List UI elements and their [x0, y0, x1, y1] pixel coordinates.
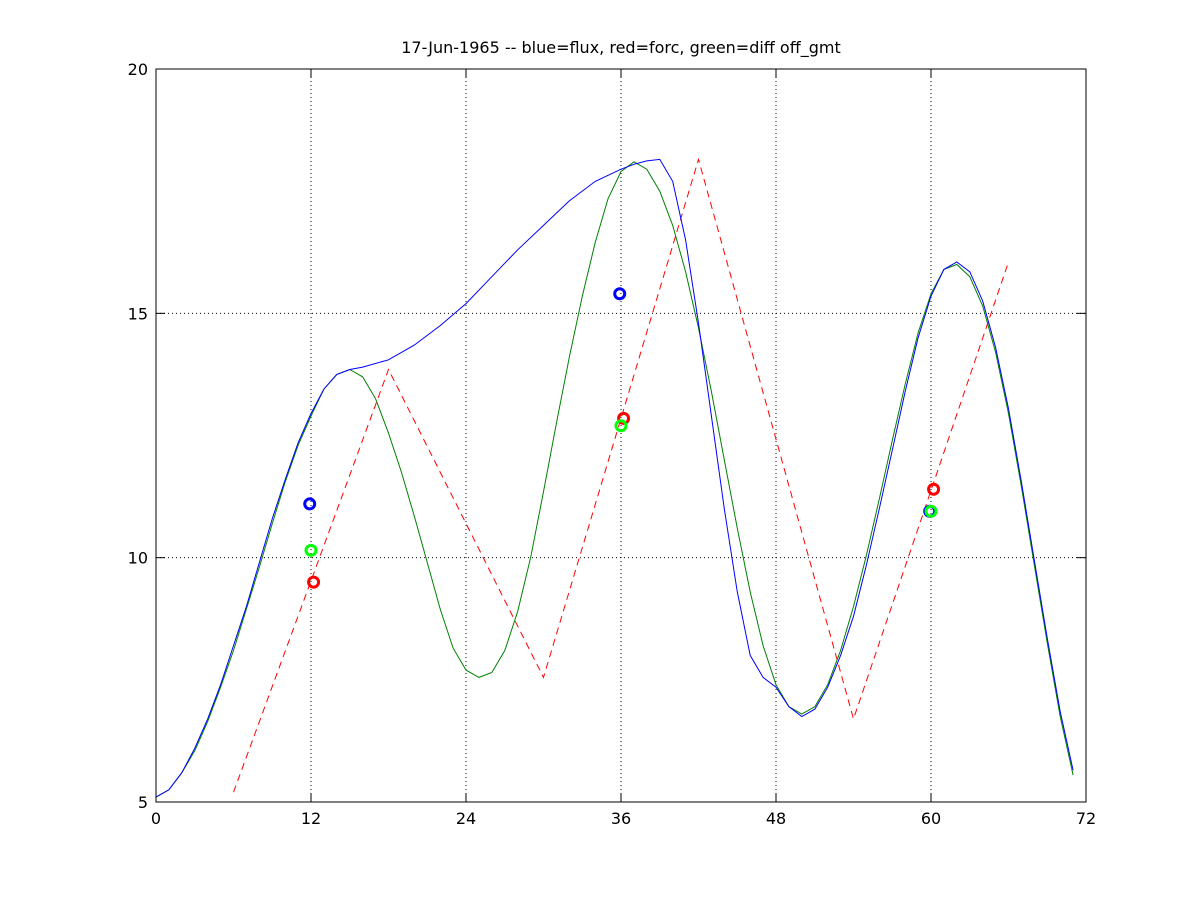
axis-ticks: 0 12 24 36 48 60 72 5 10 15 20 — [128, 60, 1097, 828]
data-marker-8 — [924, 504, 938, 518]
data-marker-5 — [614, 419, 628, 433]
data-marker-6 — [927, 482, 941, 496]
series-line-2 — [233, 157, 1009, 793]
y-tick-label-2: 15 — [128, 304, 148, 323]
chart-title: 17-Jun-1965 -- blue=flux, red=forc, gree… — [401, 38, 841, 58]
x-tick-label-2: 24 — [456, 809, 476, 828]
marker-layer — [303, 287, 941, 589]
data-marker-0 — [303, 497, 317, 511]
x-tick-label-4: 48 — [766, 809, 786, 828]
series-layer — [155, 157, 1074, 798]
data-marker-4 — [617, 411, 631, 425]
grid — [156, 69, 1086, 802]
data-marker-1 — [304, 543, 318, 557]
x-tick-label-1: 12 — [301, 809, 321, 828]
data-marker-2 — [307, 575, 321, 589]
series-line-1 — [155, 161, 1074, 798]
x-tick-label-0: 0 — [151, 809, 161, 828]
y-tick-label-1: 10 — [128, 549, 148, 568]
data-marker-3 — [613, 287, 627, 301]
y-tick-label-3: 20 — [128, 60, 148, 79]
x-tick-label-6: 72 — [1076, 809, 1096, 828]
x-tick-label-3: 36 — [611, 809, 631, 828]
y-tick-label-0: 5 — [138, 793, 148, 812]
series-line-0 — [155, 158, 1074, 798]
x-tick-label-5: 60 — [921, 809, 941, 828]
